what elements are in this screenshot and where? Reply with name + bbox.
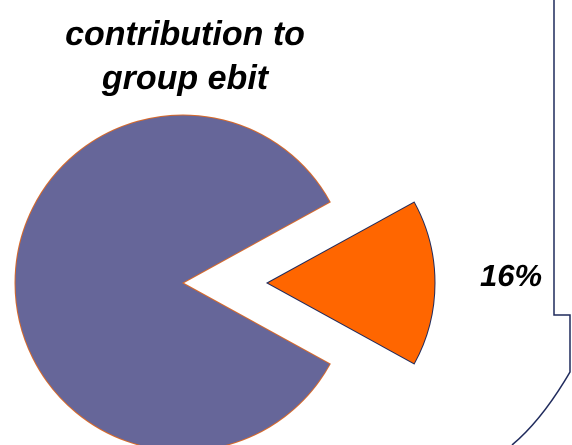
pie-slices (14, 114, 436, 445)
pie-slice-exploded (265, 201, 436, 365)
slice-label-16: 16% (480, 258, 543, 293)
frame-border (511, 0, 571, 445)
chart-title: contribution to group ebit (20, 12, 350, 100)
chart-title-line-2: group ebit (101, 59, 269, 97)
chart-title-line-1: contribution to (65, 15, 305, 53)
